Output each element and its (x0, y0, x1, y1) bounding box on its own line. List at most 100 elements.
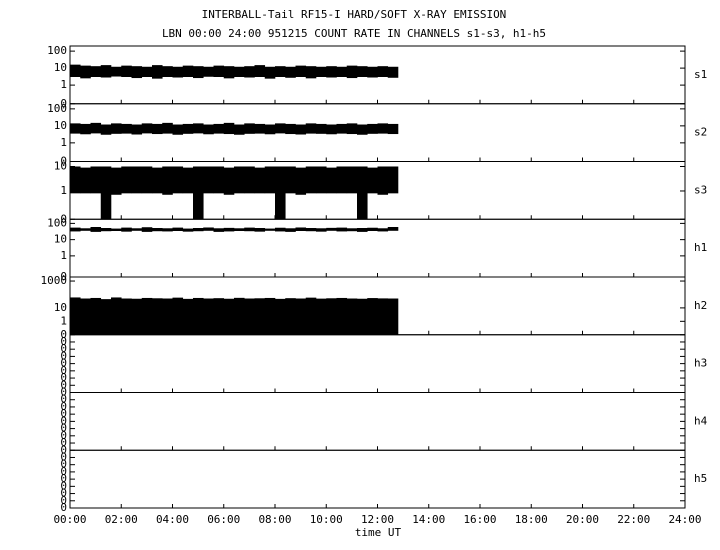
range-bar (326, 167, 337, 194)
y-tick-label: 0 (60, 371, 67, 384)
range-bar (264, 228, 276, 231)
range-bar (316, 66, 327, 77)
range-bar (336, 227, 348, 232)
range-bar (305, 66, 317, 79)
range-bar (193, 166, 204, 220)
y-tick-label: 0 (60, 494, 67, 507)
range-bar (254, 65, 266, 77)
range-bar (70, 123, 81, 134)
x-tick-label: 18:00 (515, 513, 548, 526)
range-bar (326, 124, 337, 135)
range-bar (213, 298, 225, 335)
range-bar (172, 66, 184, 78)
panel-label: h2 (694, 299, 707, 312)
x-axis-label: time UT (355, 526, 402, 539)
range-bar (316, 298, 327, 335)
y-tick-label: 100 (47, 216, 67, 229)
range-bar (275, 298, 286, 335)
range-bar (131, 166, 143, 194)
x-tick-label: 00:00 (53, 513, 86, 526)
range-bar (305, 166, 317, 194)
range-bar (357, 298, 368, 335)
range-bar (275, 227, 286, 232)
y-tick-label: 1 (60, 78, 67, 91)
range-bar (264, 297, 276, 335)
range-bar (357, 66, 368, 77)
x-tick-label: 08:00 (258, 513, 291, 526)
range-bar (346, 123, 358, 135)
range-bar (275, 166, 286, 220)
x-tick-label: 02:00 (105, 513, 138, 526)
y-tick-label: 0 (60, 450, 67, 463)
range-bar (162, 166, 173, 195)
range-bar (254, 228, 266, 232)
range-bar (100, 299, 112, 335)
range-bar (387, 226, 399, 231)
range-bar (295, 167, 307, 195)
range-bar (264, 124, 276, 135)
y-tick-label: 0 (60, 429, 67, 442)
chart-subtitle: LBN 00:00 24:00 951215 COUNT RATE IN CHA… (162, 27, 546, 40)
y-tick-label: 1 (60, 249, 67, 262)
range-bar (316, 228, 327, 232)
range-bar (367, 123, 378, 134)
y-tick-label: 0 (60, 465, 67, 478)
x-tick-label: 10:00 (310, 513, 343, 526)
y-tick-label: 0 (60, 414, 67, 427)
panel-frame (69, 334, 686, 393)
range-bar (70, 297, 81, 335)
range-bar (80, 123, 91, 135)
range-bar (254, 298, 266, 335)
range-bar (100, 65, 112, 78)
range-bar (377, 298, 389, 335)
range-bar (275, 123, 286, 134)
range-bar (131, 298, 143, 335)
range-bar (346, 65, 358, 79)
range-bar (203, 124, 214, 135)
y-tick-label: 0 (60, 155, 67, 168)
y-tick-label: 0 (60, 357, 67, 370)
range-bar (223, 122, 235, 135)
range-bar (223, 167, 235, 195)
range-bar (275, 66, 286, 77)
x-tick-label: 20:00 (566, 513, 599, 526)
range-bar (141, 297, 153, 335)
range-bar (172, 124, 184, 135)
range-bar (387, 298, 399, 335)
y-tick-label: 0 (60, 97, 67, 110)
x-tick-label: 14:00 (412, 513, 445, 526)
range-bar (193, 297, 204, 335)
range-bar (377, 166, 389, 195)
chart-title: INTERBALL-Tail RF15-I HARD/SOFT X-RAY EM… (202, 8, 507, 21)
range-bar (100, 124, 112, 135)
range-bar (90, 297, 102, 335)
y-tick-label: 0 (60, 393, 67, 406)
range-bar (141, 166, 153, 194)
range-bar (121, 123, 132, 134)
y-tick-label: 0 (60, 328, 67, 341)
range-bar (121, 298, 132, 335)
range-bar (90, 226, 102, 232)
range-bar (152, 65, 163, 79)
range-bar (295, 124, 307, 135)
y-tick-label: 0 (60, 487, 67, 500)
range-bar (336, 66, 348, 77)
range-bar (182, 228, 194, 232)
y-tick-label: 100 (47, 44, 67, 57)
range-bar (80, 298, 91, 335)
range-bar (387, 66, 399, 78)
range-bar (326, 66, 337, 78)
y-tick-label: 0 (60, 364, 67, 377)
range-bar (346, 166, 358, 194)
range-bar (387, 166, 399, 194)
x-tick-label: 22:00 (617, 513, 650, 526)
y-tick-label: 0 (60, 443, 67, 456)
range-bar (326, 298, 337, 335)
range-bar (100, 228, 112, 232)
range-bar (80, 65, 91, 79)
x-tick-label: 04:00 (156, 513, 189, 526)
x-tick-label: 24:00 (668, 513, 701, 526)
range-bar (182, 167, 194, 194)
range-bar (162, 298, 173, 335)
